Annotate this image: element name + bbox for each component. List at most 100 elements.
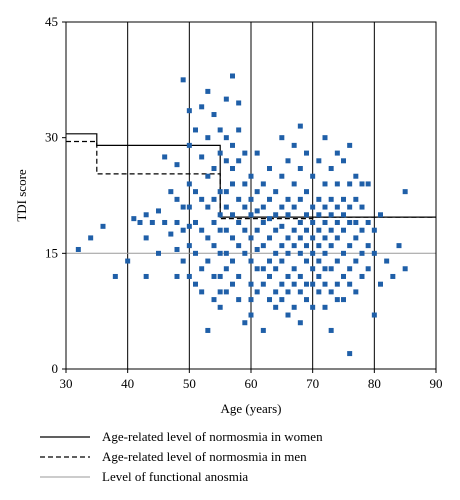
data-point [211,297,217,303]
data-point [365,181,371,187]
data-point [402,266,408,272]
data-point [316,158,322,164]
data-point [359,250,365,256]
data-point [328,266,334,272]
data-point [291,142,297,148]
y-tick-label: 45 [45,14,58,29]
data-point [193,219,198,225]
data-point [304,150,309,156]
data-point [223,135,229,141]
data-point [334,204,340,210]
data-point [371,250,377,256]
x-tick-label: 50 [183,376,196,391]
data-point [328,327,334,333]
data-point [297,166,303,172]
data-point [310,235,316,241]
data-point [223,204,229,210]
data-point [297,320,303,326]
data-point [205,258,211,264]
data-point [359,204,365,210]
data-point [260,204,266,210]
data-point [279,204,285,210]
data-point [328,243,334,249]
data-point [359,273,365,279]
data-point [211,112,217,118]
data-point [149,219,155,225]
data-point [365,219,371,225]
data-point [254,150,260,156]
data-point [347,204,353,210]
data-point [267,235,272,241]
x-tick-label: 40 [121,376,134,391]
data-point [371,227,377,233]
data-point [242,150,248,156]
data-point [112,273,118,279]
data-point [310,304,316,310]
data-point [88,235,94,241]
data-point [279,297,285,303]
data-point [230,235,235,241]
data-point [341,158,346,164]
data-points [75,73,408,357]
data-point [242,227,248,233]
data-point [328,212,334,218]
data-point [334,281,340,287]
data-point [322,235,328,241]
data-point [353,173,359,179]
data-point [180,227,186,233]
data-point [186,181,192,187]
x-tick-label: 60 [245,376,258,391]
data-point [273,266,279,272]
data-point [260,181,266,187]
data-point [378,212,383,218]
data-point [347,219,353,225]
data-point [297,273,303,279]
data-point [180,77,186,83]
data-point [353,235,359,241]
data-point [267,258,272,264]
y-axis-label: TDI score [14,169,29,222]
women-normosmia-line [66,133,436,218]
data-point [223,96,229,102]
data-point [236,219,242,225]
data-point [334,258,340,264]
data-point [304,212,309,218]
data-point [267,216,272,222]
data-point [365,266,371,272]
data-point [316,227,322,233]
data-point [322,135,328,141]
data-point [211,196,217,202]
data-point [223,289,229,295]
data-point [285,235,291,241]
data-point [267,196,272,202]
data-point [193,127,198,133]
data-point [322,219,328,225]
data-point [174,273,180,279]
data-point [230,142,235,148]
data-point [230,73,235,79]
data-point [322,304,328,310]
data-point [390,273,396,279]
data-point [236,127,242,133]
x-axis-label: Age (years) [221,401,282,416]
data-point [205,173,211,179]
data-point [347,281,353,287]
data-point [193,189,198,195]
data-point [347,266,353,272]
data-point [279,135,285,141]
data-point [248,258,254,264]
data-point [174,246,180,252]
data-point [279,173,285,179]
data-point [260,327,266,333]
data-point [211,243,217,249]
data-point [254,266,260,272]
data-point [248,235,254,241]
data-point [316,289,322,295]
data-point [162,154,168,160]
data-point [304,297,309,303]
data-point [279,243,285,249]
data-point [334,219,340,225]
x-tick-label: 80 [368,376,381,391]
data-point [297,235,303,241]
